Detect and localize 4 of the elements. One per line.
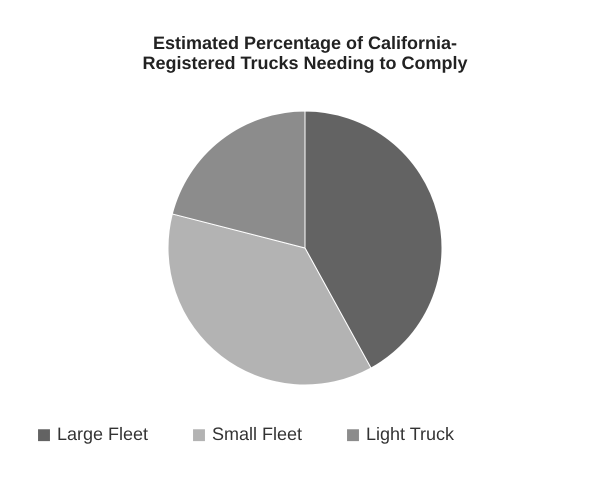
legend-label: Light Truck <box>366 424 456 444</box>
chart-title: Estimated Percentage of California- Registered Trucks Needing to Comply <box>142 33 468 73</box>
legend-label: Small Fleet <box>212 424 302 444</box>
legend-label: Large Fleet <box>57 424 148 444</box>
